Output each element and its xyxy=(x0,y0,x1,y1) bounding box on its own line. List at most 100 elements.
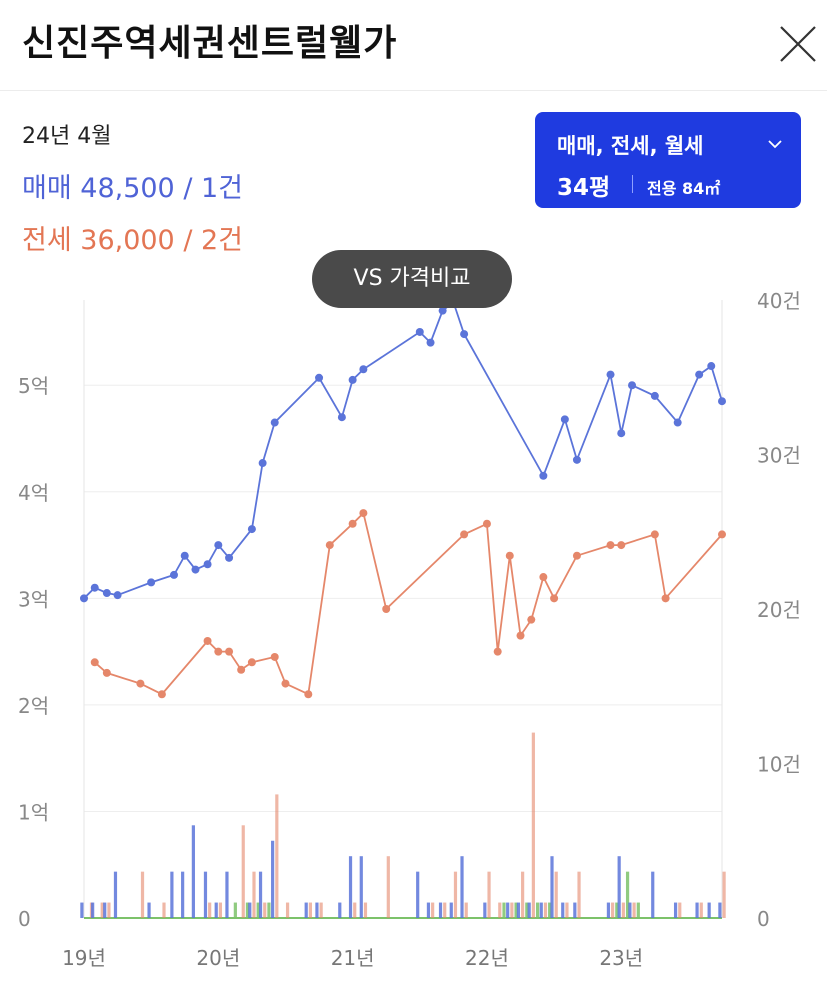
sale-price-point xyxy=(359,365,368,374)
jeonse-price-point xyxy=(527,615,536,624)
sale-price-point xyxy=(102,589,111,598)
rent-volume-bar xyxy=(233,902,237,918)
jeonse-volume-bar xyxy=(498,902,502,918)
jeonse-price-point xyxy=(572,551,581,560)
sale-price-line xyxy=(83,300,723,599)
jeonse-volume-bar xyxy=(699,902,703,918)
sale-volume-bar xyxy=(191,825,195,918)
sale-price-point xyxy=(270,418,279,427)
page-title: 신진주역세권센트럴웰가 xyxy=(22,23,398,64)
sale-volume-bar xyxy=(506,902,510,918)
sale-price-point xyxy=(191,565,200,574)
jeonse-price-point xyxy=(650,530,659,539)
x-tick-label: 20년 xyxy=(196,946,240,970)
jeonse-volume-bar xyxy=(443,902,447,918)
sale-volume-bar xyxy=(483,902,487,918)
jeonse-price-point xyxy=(247,658,256,667)
filter-button[interactable]: 매매, 전세, 월세 34평 전용 84㎡ xyxy=(535,112,801,208)
rent-volume-bar xyxy=(535,902,540,918)
sale-volume-bar xyxy=(707,902,711,918)
y-left-tick-label: 0 xyxy=(18,907,31,931)
close-icon[interactable] xyxy=(778,24,818,64)
sale-volume-bar xyxy=(248,902,252,918)
rent-volume-bar xyxy=(267,902,271,918)
jeonse-volume-bar xyxy=(275,794,279,918)
jeonse-price-point xyxy=(203,636,212,645)
jeonse-volume-bar xyxy=(722,871,726,918)
sale-volume-bar xyxy=(170,871,174,918)
sale-price-point xyxy=(718,397,726,406)
jeonse-price-point xyxy=(348,519,357,528)
jeonse-volume-bar xyxy=(140,871,145,918)
sale-price-point xyxy=(628,381,637,390)
sale-price-point xyxy=(258,459,267,468)
filter-area: 전용 84㎡ xyxy=(647,179,721,198)
jeonse-price-point xyxy=(214,647,223,656)
jeonse-price-point xyxy=(102,668,111,677)
sale-volume-bar xyxy=(573,902,577,918)
jeonse-price-point xyxy=(539,573,548,582)
sale-volume-bar xyxy=(113,871,118,918)
sale-volume-bar xyxy=(147,902,151,918)
rent-volume-bar xyxy=(514,902,518,918)
sale-volume-bar xyxy=(225,871,229,918)
jeonse-volume-bar xyxy=(554,871,558,918)
sale-price-point xyxy=(539,471,548,480)
sale-summary: 매매 48,500 / 1건 xyxy=(22,173,244,204)
jeonse-volume-bar xyxy=(577,871,581,918)
sale-volume-bar xyxy=(449,902,453,918)
sale-volume-bar xyxy=(103,902,107,918)
jeonse-price-point xyxy=(617,541,626,550)
header-divider xyxy=(0,90,827,91)
jeonse-price-point xyxy=(382,605,391,613)
jeonse-price-point xyxy=(505,551,514,560)
sale-volume-bar xyxy=(539,902,543,918)
sale-volume-bar xyxy=(527,902,531,918)
jeonse-volume-bar xyxy=(464,902,468,918)
jeonse-volume-bar xyxy=(621,902,625,918)
y-right-tick-label: 30건 xyxy=(757,444,801,468)
y-left-tick-label: 5억 xyxy=(18,374,49,398)
vs-compare-button[interactable]: VS 가격비교 xyxy=(312,250,512,308)
sale-price-point xyxy=(695,370,704,379)
jeonse-price-point xyxy=(325,541,334,550)
rent-volume-bar xyxy=(636,902,640,918)
sale-volume-bar xyxy=(673,902,678,918)
filter-size: 34평 xyxy=(557,175,611,201)
sale-volume-bar xyxy=(258,871,263,918)
x-tick-label: 19년 xyxy=(62,946,106,970)
rent-volume-bar xyxy=(615,902,619,918)
jeonse-summary: 전세 36,000 / 2건 xyxy=(22,225,244,256)
jeonse-volume-bar xyxy=(678,902,682,918)
sale-volume-bar xyxy=(617,856,621,918)
sale-price-point xyxy=(180,551,189,560)
y-right-tick-label: 40건 xyxy=(757,289,801,313)
y-left-tick-label: 2억 xyxy=(18,694,49,718)
sale-price-point xyxy=(80,594,88,603)
sale-volume-bar xyxy=(516,902,521,918)
jeonse-volume-bar xyxy=(208,902,212,918)
sale-volume-bar xyxy=(315,902,319,918)
jeonse-price-point xyxy=(718,530,726,539)
sale-volume-bar xyxy=(91,902,95,918)
chevron-down-icon xyxy=(768,140,782,149)
sale-price-point xyxy=(460,330,469,339)
sale-price-point xyxy=(438,306,447,315)
sale-price-point xyxy=(147,578,156,587)
sale-volume-bar xyxy=(561,902,565,918)
jeonse-volume-bar xyxy=(431,902,435,918)
sale-price-point xyxy=(707,362,716,371)
sale-price-point xyxy=(225,553,234,562)
sale-volume-bar xyxy=(338,902,342,918)
filter-separator xyxy=(632,175,633,193)
jeonse-price-point xyxy=(90,658,99,667)
sale-price-point xyxy=(113,591,122,600)
rent-volume-bar xyxy=(525,902,529,918)
rent-volume-bar xyxy=(256,902,260,918)
jeonse-volume-bar xyxy=(453,871,458,918)
jeonse-price-point xyxy=(460,530,469,539)
y-left-tick-label: 3억 xyxy=(18,587,49,611)
jeonse-price-point xyxy=(136,679,145,688)
jeonse-volume-bar xyxy=(487,871,491,918)
